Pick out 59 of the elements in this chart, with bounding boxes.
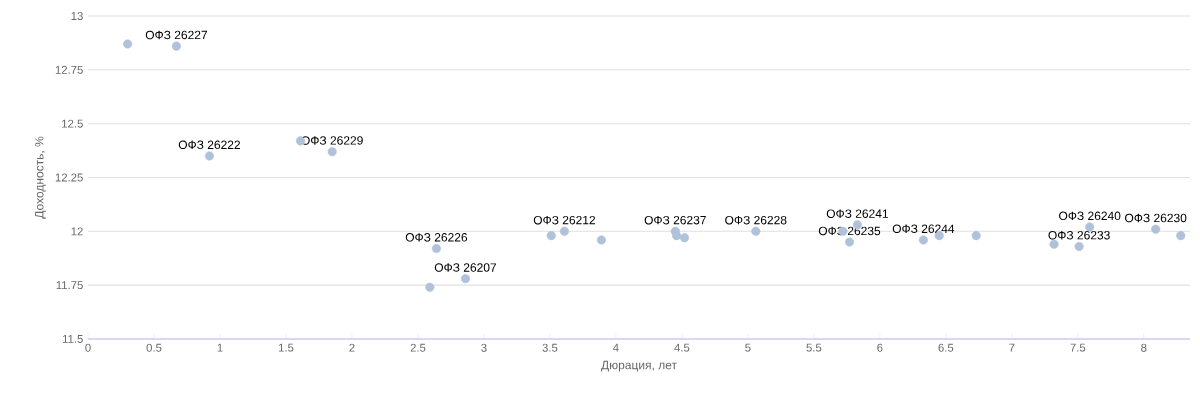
point <box>751 226 761 236</box>
y-tick-label: 12.75 <box>55 65 83 74</box>
x-axis-title: Дюрация, лет <box>601 360 677 372</box>
point <box>844 237 855 247</box>
y-tick-label: 11.75 <box>56 281 83 290</box>
x-tick-label: 6 <box>877 343 883 352</box>
x-tick-label: 2.5 <box>410 343 426 352</box>
x-tick-label: 4.5 <box>674 343 690 352</box>
y-tick-label: 12.25 <box>55 173 83 182</box>
x-tick-label: 7 <box>1009 343 1015 352</box>
point <box>672 231 682 241</box>
data-label: ОФЗ 26240 <box>1059 211 1121 221</box>
y-axis-title: Доходность, % <box>35 136 46 219</box>
data-label: ОФЗ 26228 <box>725 215 787 225</box>
y-tick-label: 12 <box>71 227 83 236</box>
x-tick-label: 3 <box>481 343 487 352</box>
y-tick-label: 13 <box>71 11 83 20</box>
y-tick-label: 11.5 <box>62 335 83 343</box>
x-tick-label: 7.5 <box>1070 343 1086 352</box>
x-tick-label: 0.5 <box>146 343 162 352</box>
point <box>171 41 181 51</box>
point <box>546 231 556 241</box>
data-label: ОФЗ 26207 <box>434 263 497 272</box>
point <box>1085 222 1095 232</box>
data-label: ОФЗ 26226 <box>405 233 468 242</box>
point <box>1176 231 1186 241</box>
data-label: ОФЗ 26222 <box>178 140 241 150</box>
data-label: ОФЗ 26212 <box>533 215 596 225</box>
data-label: ОФЗ 26230 <box>1125 213 1187 223</box>
point <box>971 231 981 241</box>
x-tick-label: 6.5 <box>938 343 954 352</box>
data-label: ОФЗ 26227 <box>145 30 208 40</box>
data-label: ОФЗ 26244 <box>892 224 955 234</box>
point <box>425 282 435 292</box>
data-label: ОФЗ 26241 <box>826 209 889 218</box>
data-label: ОФЗ 26237 <box>644 215 706 225</box>
point <box>204 151 214 161</box>
y-tick-label: 12.5 <box>62 119 83 128</box>
point <box>680 233 690 243</box>
point <box>431 244 441 254</box>
point <box>1049 239 1059 249</box>
point <box>1151 224 1161 234</box>
x-tick-label: 5 <box>745 343 751 352</box>
point <box>327 147 337 157</box>
x-tick-label: 5.5 <box>806 343 822 352</box>
point <box>1074 241 1084 251</box>
x-tick-label: 8 <box>1141 343 1147 352</box>
point <box>596 235 606 245</box>
point <box>918 235 928 245</box>
x-tick-label: 0 <box>85 343 91 352</box>
point <box>559 226 569 236</box>
point <box>460 274 470 284</box>
x-tick-label: 1 <box>217 343 223 352</box>
x-tick-label: 4 <box>613 343 619 352</box>
x-tick-label: 3.5 <box>542 343 558 352</box>
data-label: ОФЗ 26233 <box>1048 230 1110 240</box>
point <box>123 39 133 49</box>
x-tick-label: 1.5 <box>278 343 294 352</box>
x-tick-label: 2 <box>349 343 355 352</box>
